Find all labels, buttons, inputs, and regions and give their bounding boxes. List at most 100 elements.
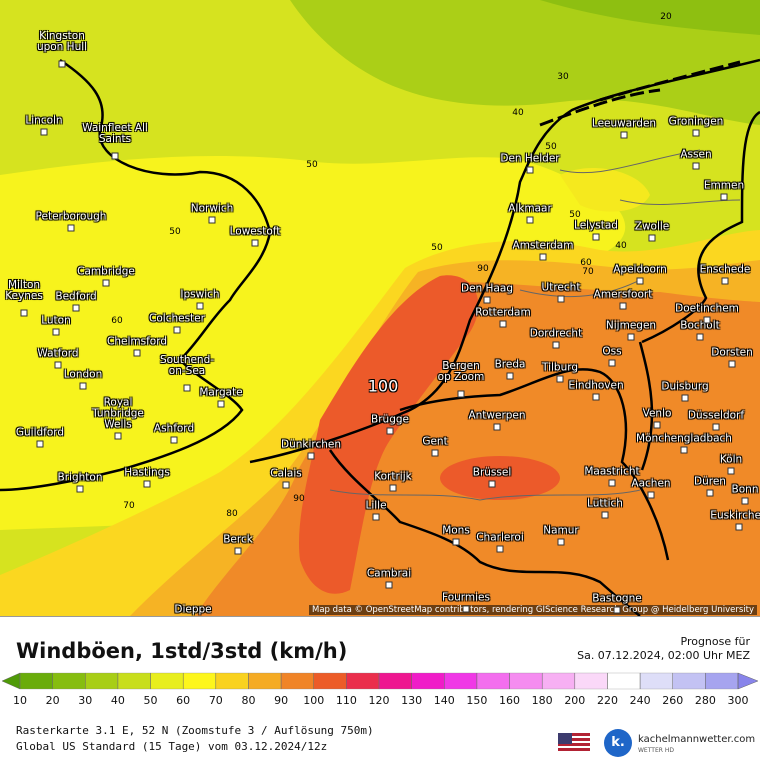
place-label: Breda [494, 358, 526, 371]
place-label: Charleroi [476, 531, 524, 544]
place-marker [102, 279, 110, 287]
place-marker [58, 60, 66, 68]
place-label: Emmen [703, 179, 745, 192]
place-label: Tilburg [541, 361, 579, 374]
place-label: Amsterdam [512, 239, 574, 252]
place-label: Kortrijk [374, 470, 412, 483]
colorbar-segment [378, 672, 412, 690]
place-label: Nijmegen [605, 319, 657, 332]
contour-label: 90 [477, 264, 489, 274]
contour-label: 30 [557, 72, 569, 82]
contour-label: 50 [169, 227, 181, 237]
place-label: Brighton [57, 471, 103, 484]
place-label: Lille [365, 499, 387, 512]
place-marker [526, 216, 534, 224]
colorbar-segment [411, 672, 445, 690]
colorbar-segment [672, 672, 706, 690]
colorbar-segment [574, 672, 608, 690]
place-marker [557, 295, 565, 303]
place-marker [183, 384, 191, 392]
tick-label: 150 [466, 694, 487, 707]
place-label: Namur [543, 524, 579, 537]
place-label: Bergen op Zoom [437, 360, 485, 383]
place-label: Hastings [124, 466, 170, 479]
place-marker [681, 394, 689, 402]
place-marker [741, 497, 749, 505]
place-marker [251, 239, 259, 247]
place-label: Leeuwarden [591, 117, 657, 130]
contour-label: 50 [569, 210, 581, 220]
brand[interactable]: kachelmannwetter.com [638, 734, 756, 745]
place-marker [385, 581, 393, 589]
place-label: Apeldoorn [613, 263, 667, 276]
tick-label: 220 [597, 694, 618, 707]
place-label: Duisburg [661, 380, 709, 393]
map: Map data © OpenStreetMap contributors, r… [0, 0, 760, 616]
place-label: Peterborough [35, 210, 107, 223]
tick-label: 50 [144, 694, 158, 707]
place-label: Eindhoven [568, 379, 624, 392]
place-marker [680, 446, 688, 454]
colorbar-segment [117, 672, 151, 690]
wind-field [0, 0, 760, 616]
place-label: Groningen [668, 115, 724, 128]
tick-label: 10 [13, 694, 27, 707]
place-label: Dordrecht [529, 327, 583, 340]
place-label: Fourmies [442, 591, 490, 604]
colorbar-segment [19, 672, 53, 690]
place-label: Mons [442, 524, 470, 537]
place-marker [457, 390, 465, 398]
logo[interactable]: k. [604, 729, 632, 757]
place-marker [727, 467, 735, 475]
place-marker [721, 277, 729, 285]
contour-label: 60 [111, 316, 123, 326]
tick-label: 110 [336, 694, 357, 707]
place-label: Den Haag [461, 282, 513, 295]
place-marker [143, 480, 151, 488]
tick-label: 30 [78, 694, 92, 707]
place-marker [493, 423, 501, 431]
place-label: Dieppe [174, 603, 212, 616]
place-label: Cambridge [77, 265, 135, 278]
place-marker [592, 393, 600, 401]
place-marker [52, 328, 60, 336]
place-marker [608, 359, 616, 367]
place-marker [36, 440, 44, 448]
tick-label: 260 [662, 694, 683, 707]
tick-label: 60 [176, 694, 190, 707]
place-label: Brügge [371, 413, 409, 426]
tick-label: 70 [209, 694, 223, 707]
tick-label: 240 [630, 694, 651, 707]
place-label: Luton [41, 314, 71, 327]
place-label: Cambrai [366, 567, 412, 580]
place-marker [720, 193, 728, 201]
place-marker [703, 316, 711, 324]
place-marker [653, 421, 661, 429]
place-label: Mönchengladbach [636, 432, 732, 445]
colorbar-segment [476, 672, 510, 690]
place-marker [170, 436, 178, 444]
place-label: Aachen [631, 477, 671, 490]
place-label: Venlo [642, 407, 672, 420]
tick-label: 20 [46, 694, 60, 707]
place-marker [196, 302, 204, 310]
tick-label: 40 [111, 694, 125, 707]
place-label: Gent [422, 435, 448, 448]
contour-label: 50 [431, 243, 443, 253]
place-marker [307, 452, 315, 460]
place-label: Wainfleet All Saints [82, 122, 148, 145]
place-label: Guildford [15, 426, 65, 439]
place-marker [386, 427, 394, 435]
tick-label: 280 [695, 694, 716, 707]
place-marker [728, 360, 736, 368]
place-label: Alkmaar [508, 202, 552, 215]
tick-label: 120 [369, 694, 390, 707]
colorbar-segment [346, 672, 380, 690]
place-marker [608, 479, 616, 487]
colorbar-segment [85, 672, 119, 690]
contour-label: 40 [615, 241, 627, 251]
flag-icon[interactable] [558, 733, 590, 753]
place-marker [173, 326, 181, 334]
place-marker [619, 302, 627, 310]
